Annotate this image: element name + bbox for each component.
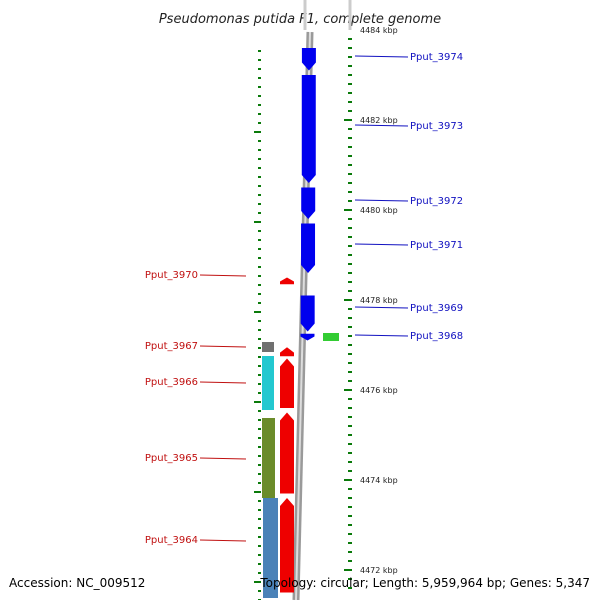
gene-label: Pput_3967 <box>145 341 198 352</box>
scale-label: 4474 kbp <box>360 476 398 485</box>
gene-leader-line <box>199 274 247 277</box>
gene-leader-line <box>199 381 247 384</box>
forward-genes: Pput_3974 Pput_3973 Pput_3972 Pput_3971 Pput… <box>300 48 463 342</box>
steel-feature <box>263 498 278 598</box>
reverse-gene-arrow <box>280 347 294 357</box>
green-feature <box>323 333 339 341</box>
reverse-gene-arrow <box>280 498 294 593</box>
gene-label: Pput_3973 <box>410 121 463 132</box>
reverse-gene-arrow <box>280 277 294 285</box>
gene-label: Pput_3974 <box>410 52 463 63</box>
reverse-gene-arrow <box>280 412 294 494</box>
reverse-genes: Pput_3970 Pput_3967 Pput_3966 Pput_3965 Pput… <box>145 270 294 593</box>
forward-gene-arrow <box>301 187 316 219</box>
gene-label: Pput_3964 <box>145 535 198 546</box>
gene-leader-line <box>354 306 409 309</box>
reverse-gene-arrow <box>280 358 294 408</box>
gene-label: Pput_3971 <box>410 240 463 251</box>
scale-ticks-outer <box>344 38 352 589</box>
scale-ticks-inner <box>254 50 261 600</box>
gene-leader-line <box>199 539 247 542</box>
gene-leader-line <box>354 243 409 246</box>
gene-leader-line <box>354 55 409 58</box>
gene-leader-line <box>354 334 409 337</box>
forward-gene-arrow <box>300 295 315 332</box>
scale-label: 4472 kbp <box>360 566 398 575</box>
genome-summary: Topology: circular; Length: 5,959,964 bp… <box>259 576 590 590</box>
gene-leader-line <box>354 199 409 202</box>
gene-label: Pput_3966 <box>145 377 198 388</box>
gene-label: Pput_3965 <box>145 453 198 464</box>
gene-leader-line <box>199 345 247 348</box>
scale-label: 4478 kbp <box>360 296 398 305</box>
forward-gene-arrow <box>300 333 315 341</box>
scale-labels: 4484 kbp 4482 kbp 4480 kbp 4478 kbp 4476 kbp… <box>360 26 398 575</box>
forward-gene-arrow <box>301 75 316 183</box>
gene-leader-line <box>354 124 409 127</box>
gray-feature <box>262 342 274 352</box>
accession-label: Accession: NC_009512 <box>9 576 145 590</box>
scale-label: 4480 kbp <box>360 206 398 215</box>
map-title: Pseudomonas putida F1, complete genome <box>159 12 441 27</box>
scale-label: 4476 kbp <box>360 386 398 395</box>
scale-label: 4484 kbp <box>360 26 398 35</box>
backbone-top-fade <box>303 0 352 30</box>
forward-gene-arrow <box>301 48 316 71</box>
gene-leader-line <box>199 457 247 460</box>
gene-label: Pput_3968 <box>410 331 463 342</box>
olive-feature <box>262 418 275 498</box>
cyan-feature <box>262 356 274 410</box>
gene-label: Pput_3969 <box>410 303 463 314</box>
gene-label: Pput_3970 <box>145 270 198 281</box>
scale-label: 4482 kbp <box>360 116 398 125</box>
gene-label: Pput_3972 <box>410 196 463 207</box>
forward-gene-arrow <box>301 223 316 273</box>
